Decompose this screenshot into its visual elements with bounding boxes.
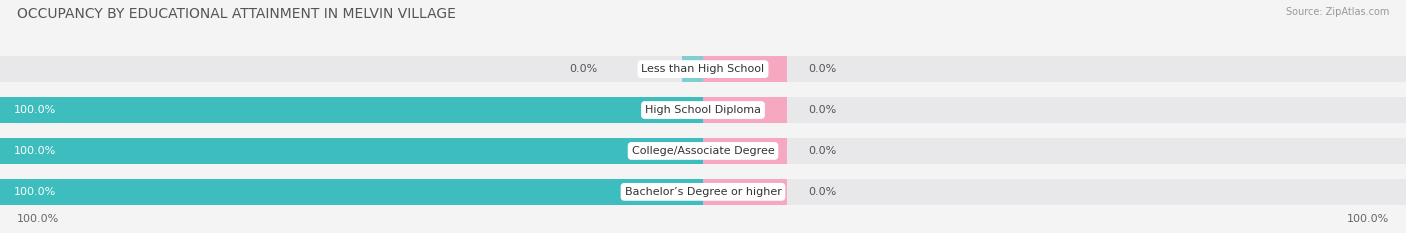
Bar xyxy=(703,179,787,205)
Bar xyxy=(703,56,787,82)
Bar xyxy=(703,97,1406,123)
Text: 0.0%: 0.0% xyxy=(569,64,598,74)
Text: 100.0%: 100.0% xyxy=(1347,214,1389,224)
Text: 0.0%: 0.0% xyxy=(808,105,837,115)
Text: 100.0%: 100.0% xyxy=(14,187,56,197)
Bar xyxy=(0,56,703,82)
Bar xyxy=(0,179,703,205)
Text: 100.0%: 100.0% xyxy=(14,105,56,115)
Bar xyxy=(0,179,703,205)
Text: 100.0%: 100.0% xyxy=(17,214,59,224)
Text: Bachelor’s Degree or higher: Bachelor’s Degree or higher xyxy=(624,187,782,197)
Text: Source: ZipAtlas.com: Source: ZipAtlas.com xyxy=(1285,7,1389,17)
Text: Less than High School: Less than High School xyxy=(641,64,765,74)
Text: 100.0%: 100.0% xyxy=(14,146,56,156)
Text: High School Diploma: High School Diploma xyxy=(645,105,761,115)
Bar xyxy=(0,97,703,123)
Bar xyxy=(0,138,703,164)
Bar xyxy=(0,138,703,164)
Bar xyxy=(703,179,1406,205)
Bar xyxy=(0,97,703,123)
Bar xyxy=(703,138,787,164)
Text: 0.0%: 0.0% xyxy=(808,64,837,74)
Text: College/Associate Degree: College/Associate Degree xyxy=(631,146,775,156)
Bar xyxy=(703,97,787,123)
Text: 0.0%: 0.0% xyxy=(808,187,837,197)
Text: OCCUPANCY BY EDUCATIONAL ATTAINMENT IN MELVIN VILLAGE: OCCUPANCY BY EDUCATIONAL ATTAINMENT IN M… xyxy=(17,7,456,21)
Bar xyxy=(703,138,1406,164)
Bar xyxy=(703,56,1406,82)
Text: 0.0%: 0.0% xyxy=(808,146,837,156)
Bar xyxy=(682,56,703,82)
